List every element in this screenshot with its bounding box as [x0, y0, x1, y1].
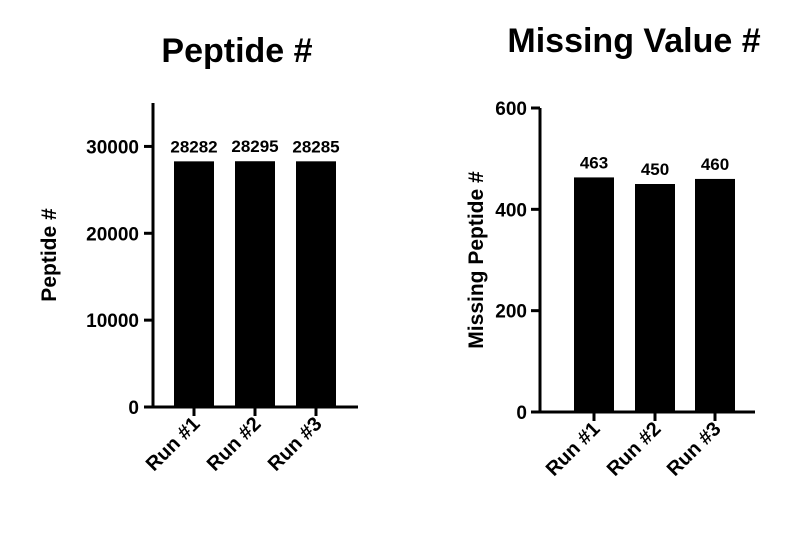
peptide-count-chart: Peptide # Peptide # 0 10000 20000 30000 28282 R… [38, 32, 358, 476]
chart-title: Missing Value # [507, 22, 760, 60]
bar-3 [296, 161, 336, 407]
data-label: 463 [580, 153, 608, 172]
y-tick-label: 30000 [86, 137, 139, 158]
y-axis-label: Missing Peptide # [465, 171, 488, 349]
y-tick-label: 10000 [86, 311, 139, 332]
chart-title: Peptide # [161, 32, 312, 70]
y-tick-label: 0 [128, 398, 139, 419]
x-tick-label: Run #3 [663, 418, 726, 481]
data-label: 460 [701, 155, 729, 174]
bar-2 [635, 184, 675, 412]
x-tick-label: Run #1 [542, 418, 605, 481]
x-tick-label: Run #2 [203, 413, 266, 476]
y-tick-label: 400 [495, 200, 527, 221]
data-label: 450 [641, 160, 669, 179]
data-label: 28295 [231, 137, 278, 156]
x-tick-label: Run #1 [142, 413, 205, 476]
bar-2 [235, 161, 275, 407]
missing-value-chart: Missing Value # Missing Peptide # 0 200 400 6… [465, 22, 761, 481]
y-tick-label: 20000 [86, 224, 139, 245]
y-tick-label: 600 [495, 99, 527, 120]
data-label: 28285 [292, 137, 339, 156]
data-label: 28282 [170, 137, 217, 156]
x-tick-label: Run #2 [603, 418, 666, 481]
bar-1 [574, 177, 614, 412]
y-axis-label: Peptide # [38, 208, 61, 302]
bar-1 [174, 161, 214, 407]
y-tick-label: 200 [495, 302, 527, 323]
y-tick-label: 0 [516, 403, 527, 424]
bar-3 [695, 178, 735, 412]
x-tick-label: Run #3 [264, 413, 327, 476]
